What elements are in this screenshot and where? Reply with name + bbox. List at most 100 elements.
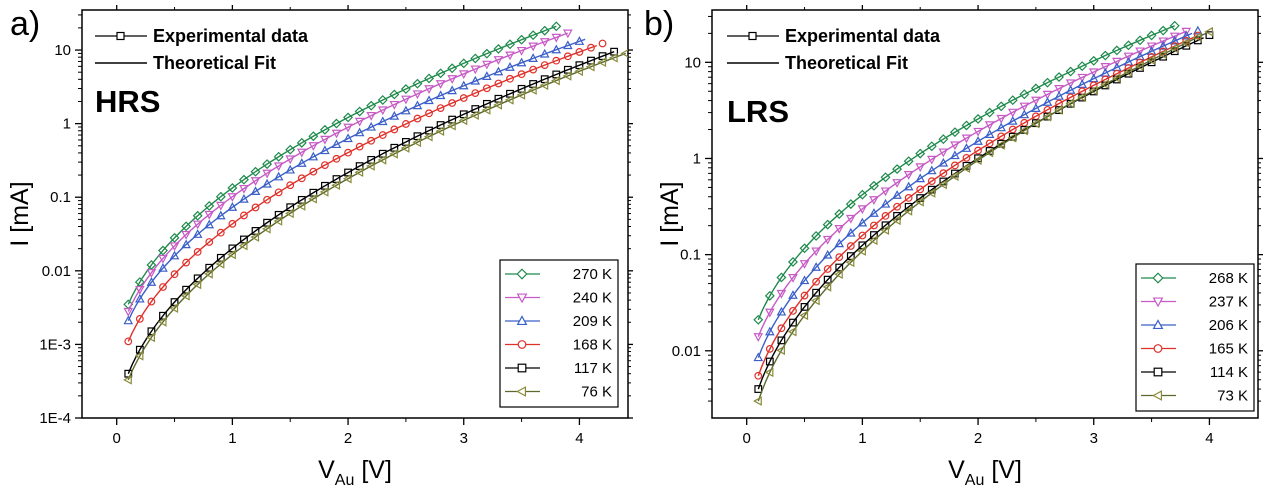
data-point — [262, 178, 272, 188]
legend-label: 237 K — [1209, 294, 1248, 311]
data-point — [563, 52, 572, 61]
panel-label: b) — [644, 5, 674, 43]
data-point — [447, 63, 458, 74]
data-point — [366, 112, 377, 121]
data-point — [517, 70, 526, 79]
data-point — [1123, 67, 1133, 77]
data-point — [528, 53, 538, 62]
data-point — [962, 153, 971, 162]
y-axis-title: I [mA] — [656, 181, 684, 246]
panel-label: a) — [10, 5, 40, 43]
data-point — [273, 162, 284, 172]
data-point — [903, 206, 913, 216]
data-point — [892, 179, 902, 188]
data-point — [1019, 125, 1028, 136]
x-tick-label: 2 — [344, 430, 352, 447]
data-point — [343, 112, 354, 123]
data-point — [435, 68, 446, 79]
data-point — [1146, 55, 1156, 65]
legend-label: 209 K — [573, 313, 612, 330]
y-tick-label: 0.1 — [50, 189, 71, 206]
data-point — [1088, 68, 1099, 78]
data-point — [447, 75, 457, 84]
data-point — [765, 326, 775, 336]
data-point — [1077, 61, 1088, 72]
data-point — [950, 150, 960, 160]
data-point — [424, 85, 434, 94]
y-tick-label: 0.01 — [672, 343, 701, 360]
data-point — [273, 151, 284, 162]
legend-marker — [517, 363, 527, 373]
data-point — [1204, 26, 1213, 37]
data-point — [365, 161, 375, 171]
data-point — [400, 143, 410, 153]
data-point — [1042, 77, 1053, 88]
data-point — [1031, 96, 1041, 106]
data-point — [146, 332, 155, 343]
key-fit-label: Theoretical Fit — [785, 53, 908, 73]
data-point — [754, 385, 763, 393]
data-point — [250, 177, 261, 186]
data-point — [285, 164, 296, 174]
data-point — [880, 172, 891, 183]
data-point — [608, 52, 618, 63]
y-tick-label: 0.01 — [42, 263, 71, 280]
data-point — [892, 190, 902, 199]
key-exp-marker — [116, 31, 125, 41]
data-point — [135, 314, 144, 323]
data-point — [193, 248, 202, 256]
data-point — [482, 71, 492, 80]
data-point — [835, 263, 844, 272]
data-point — [845, 257, 855, 268]
data-point — [776, 345, 785, 356]
data-point — [389, 100, 400, 110]
data-point — [238, 174, 249, 185]
data-point — [951, 161, 959, 170]
data-point — [124, 337, 133, 346]
data-point — [181, 239, 191, 249]
data-point — [587, 43, 595, 52]
y-tick-label: 1 — [693, 150, 701, 167]
data-point — [320, 145, 330, 155]
data-point — [470, 110, 479, 120]
data-point — [169, 232, 180, 243]
data-point — [973, 127, 983, 137]
data-point — [810, 295, 820, 306]
panel-a: 0 1 2 3 4 1E-4 1E-3 0.01 0.1 1 10 a) HRS Experimental… — [6, 5, 633, 489]
data-point — [227, 193, 238, 202]
data-point — [458, 115, 468, 126]
data-point — [1134, 61, 1144, 71]
legend-marker — [1152, 272, 1164, 284]
data-point — [321, 161, 329, 170]
data-point — [504, 95, 514, 105]
data-point — [893, 202, 901, 211]
legend-label: 240 K — [573, 290, 612, 307]
data-point — [938, 157, 949, 167]
data-point — [401, 95, 411, 105]
data-point — [412, 90, 423, 100]
data-point — [995, 140, 1005, 150]
data-point — [412, 100, 423, 110]
data-point — [811, 262, 821, 271]
data-point — [1088, 55, 1099, 66]
legend-label: 270 K — [573, 266, 612, 283]
data-point — [308, 142, 319, 151]
data-point — [274, 188, 283, 197]
data-point — [297, 174, 306, 183]
data-point — [423, 131, 433, 142]
data-point — [984, 107, 995, 118]
data-point — [812, 277, 821, 286]
data-point — [880, 225, 890, 235]
data-point — [227, 202, 238, 211]
data-point — [516, 46, 527, 56]
data-point — [916, 185, 925, 194]
data-point — [857, 205, 868, 215]
data-point — [539, 38, 550, 47]
data-point — [470, 53, 481, 64]
data-point — [764, 367, 774, 378]
legend-marker — [1153, 344, 1163, 353]
data-point — [1146, 42, 1157, 52]
data-point — [539, 80, 549, 91]
x-tick-label: 0 — [743, 430, 751, 447]
data-point — [1192, 32, 1202, 43]
